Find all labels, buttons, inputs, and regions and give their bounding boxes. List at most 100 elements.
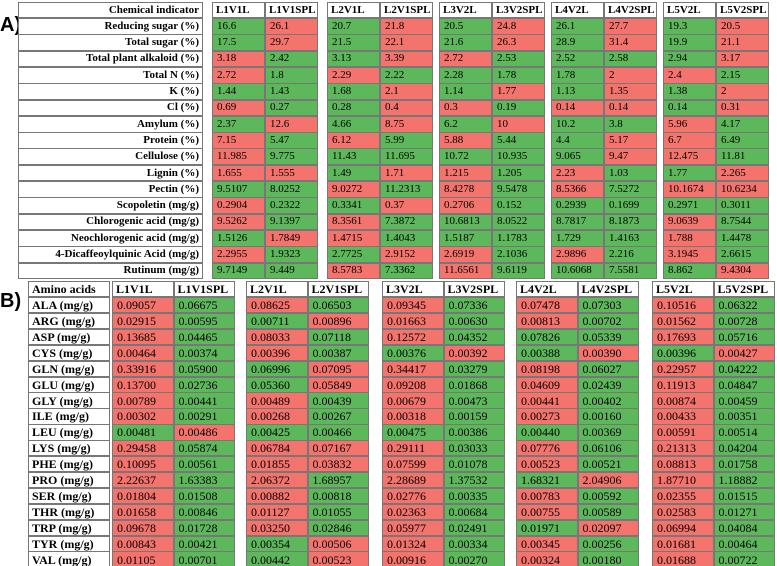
value-cell: 12.6 [265,115,318,133]
value-cell: 0.00270 [443,551,505,566]
value-cell: 0.04847 [713,376,775,393]
value-cell: 0.06503 [307,297,369,314]
value-cell: 7.15 [212,132,265,149]
value-cell: 0.00486 [173,424,235,441]
value-cell: 0.00267 [307,408,369,425]
value-cell: 8.862 [663,262,716,280]
value-cell: 0.00630 [443,312,505,330]
value-cell: 2.9152 [380,246,433,263]
value-cell: 1.78 [551,66,604,84]
row-label: Lignin (%) [18,164,203,182]
value-cell: 2.23 [551,164,604,182]
value-cell: 19.3 [663,18,716,35]
value-cell: 2.6919 [439,246,492,263]
value-cell: 22.1 [380,34,433,52]
value-cell: 2.9896 [551,246,604,263]
value-cell: 0.00874 [652,392,714,409]
value-cell: 0.00427 [713,344,775,362]
value-cell: 0.06675 [173,297,235,314]
value-cell: 0.00392 [443,344,505,362]
value-cell: 1.5187 [439,229,492,247]
value-cell: 0.02846 [307,519,369,536]
value-cell: 21.6 [439,34,492,52]
row-label: GLU (mg/g) [28,376,110,393]
value-cell: 0.08033 [246,328,308,346]
value-cell: 1.49 [327,164,380,182]
value-cell: 0.06996 [246,360,308,377]
value-cell: 21.1 [716,34,769,52]
value-cell: 0.09208 [382,376,444,393]
value-cell: 1.18882 [713,471,775,489]
value-cell: 0.00701 [173,551,235,566]
value-cell: 0.00711 [246,312,308,330]
value-cell: 2 [604,66,657,84]
value-cell: 1.35 [604,83,657,100]
value-cell: 0.00679 [382,392,444,409]
value-cell: 9.47 [604,148,657,166]
value-cell: 9.775 [265,148,318,166]
value-cell: 2.53 [492,50,545,68]
value-cell: 0.13685 [112,328,174,346]
value-cell: 1.205 [492,164,545,182]
value-cell: 0.04222 [713,360,775,377]
value-cell: 1.87710 [652,471,714,489]
value-cell: 8.3561 [327,213,380,231]
value-cell: 0.00402 [577,392,639,409]
value-cell: 8.0522 [492,213,545,231]
value-cell: 0.00722 [713,551,775,566]
value-cell: 4.66 [327,115,380,133]
row-label: 4-Dicaffeoylquinic Acid (mg/g) [18,246,203,263]
row-label: Cl (%) [18,99,203,117]
value-cell: 1.63383 [173,471,235,489]
value-cell: 0.01663 [382,312,444,330]
row-label: K (%) [18,83,203,100]
value-cell: 2.37 [212,115,265,133]
value-cell: 0.01758 [713,456,775,473]
value-cell: 5.47 [265,132,318,149]
value-cell: 0.00273 [516,408,578,425]
value-cell: 0.05874 [173,440,235,457]
value-cell: 0.00387 [307,344,369,362]
value-cell: 0.04609 [516,376,578,393]
column-header: L5V2SPL [713,281,775,297]
value-cell: 0.01868 [443,376,505,393]
row-label: GLN (mg/g) [28,360,110,377]
value-cell: 0.34417 [382,360,444,377]
value-cell: 0.00159 [443,408,505,425]
row-label: VAL (mg/g) [28,551,110,566]
value-cell: 20.7 [327,18,380,35]
value-cell: 0.07478 [516,297,578,314]
row-label: ALA (mg/g) [28,297,110,314]
column-header: L5V2L [652,281,714,297]
value-cell: 8.0252 [265,181,318,198]
value-cell: 0.07776 [516,440,578,457]
value-cell: 1.215 [439,164,492,182]
value-cell: 8.5366 [551,181,604,198]
value-cell: 8.4278 [439,181,492,198]
value-cell: 1.43 [265,83,318,100]
value-cell: 0.00514 [713,424,775,441]
column-header: L2V1L [327,2,380,18]
value-cell: 1.37532 [443,471,505,489]
column-header: L3V2L [439,2,492,18]
value-cell: 2.94 [663,50,716,68]
value-cell: 0.07826 [516,328,578,346]
value-cell: 1.68 [327,83,380,100]
value-cell: 0.00354 [246,535,308,552]
value-cell: 0.14 [604,99,657,117]
value-cell: 10 [492,115,545,133]
value-cell: 11.43 [327,148,380,166]
value-cell: 0.00459 [713,392,775,409]
value-cell: 0.00595 [173,312,235,330]
value-cell: 1.68957 [307,471,369,489]
value-cell: 10.6234 [716,181,769,198]
value-cell: 0.01681 [652,535,714,552]
value-cell: 0.2706 [439,197,492,215]
value-cell: 6.49 [716,132,769,149]
column-header: L2V1SPL [307,281,369,297]
value-cell: 3.8 [604,115,657,133]
value-cell: 0.2939 [551,197,604,215]
value-cell: 0.00302 [112,408,174,425]
value-cell: 0.31 [716,99,769,117]
value-cell: 0.29458 [112,440,174,457]
